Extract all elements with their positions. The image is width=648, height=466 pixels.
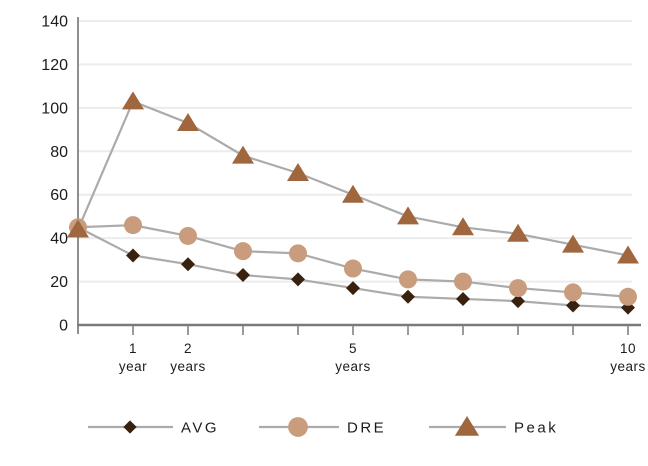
data-point-peak-triangle-icon <box>562 234 584 253</box>
legend-label-dre: DRE <box>347 420 386 437</box>
legend-label-avg: AVG <box>181 420 219 437</box>
y-tick-label-140: 140 <box>41 14 68 31</box>
data-point-dre-circle-icon <box>234 242 252 261</box>
data-point-peak-triangle-icon <box>617 245 639 264</box>
data-point-dre-circle-icon <box>454 272 472 291</box>
data-point-dre-circle-icon <box>619 287 637 306</box>
series-markers-peak <box>67 91 639 264</box>
data-point-avg-diamond-icon <box>126 248 140 263</box>
legend-item-dre: DRE <box>259 417 386 437</box>
data-point-dre-circle-icon <box>289 244 307 263</box>
legend-peak-triangle-icon <box>454 416 480 436</box>
data-point-peak-triangle-icon <box>287 163 309 181</box>
legend-item-peak: Peak <box>429 416 558 437</box>
data-point-peak-triangle-icon <box>67 219 89 238</box>
data-point-avg-diamond-icon <box>236 268 250 283</box>
y-tick-label-120: 120 <box>41 57 68 74</box>
x-tick-label-2: 2 years <box>170 341 206 374</box>
data-point-dre-circle-icon <box>344 259 362 278</box>
data-point-peak-triangle-icon <box>397 206 419 225</box>
series-line-peak <box>76 100 629 257</box>
data-point-avg-diamond-icon <box>291 272 305 287</box>
data-point-dre-circle-icon <box>124 216 142 235</box>
legend-avg-diamond-icon <box>123 420 137 434</box>
data-point-peak-triangle-icon <box>177 113 199 132</box>
y-tick-label-100: 100 <box>41 100 68 117</box>
x-tick-label-10: 10 years <box>610 341 646 374</box>
data-point-avg-diamond-icon <box>456 291 470 306</box>
x-tick-label-1: 1 year <box>119 341 147 374</box>
legend-dre-circle-icon <box>288 417 308 437</box>
data-point-avg-diamond-icon <box>346 281 360 296</box>
data-point-avg-diamond-icon <box>511 294 525 309</box>
data-point-dre-circle-icon <box>399 270 417 289</box>
y-tick-label-80: 80 <box>50 144 68 161</box>
y-tick-label-0: 0 <box>59 318 68 335</box>
data-point-dre-circle-icon <box>179 226 197 245</box>
data-point-avg-diamond-icon <box>181 257 195 272</box>
legend-label-peak: Peak <box>514 420 558 437</box>
data-point-peak-triangle-icon <box>342 184 364 203</box>
y-tick-label-60: 60 <box>50 187 68 204</box>
data-point-dre-circle-icon <box>564 283 582 302</box>
data-point-avg-diamond-icon <box>566 298 580 313</box>
data-point-peak-triangle-icon <box>507 223 529 242</box>
data-point-peak-triangle-icon <box>452 217 474 236</box>
data-point-dre-circle-icon <box>509 279 527 298</box>
y-tick-label-40: 40 <box>50 231 68 248</box>
data-point-peak-triangle-icon <box>122 91 144 110</box>
y-tick-label-20: 20 <box>50 274 68 291</box>
data-point-peak-triangle-icon <box>232 145 254 164</box>
data-point-avg-diamond-icon <box>401 289 415 304</box>
x-tick-label-5: 5 years <box>335 341 371 374</box>
legend-item-avg: AVG <box>88 420 219 437</box>
